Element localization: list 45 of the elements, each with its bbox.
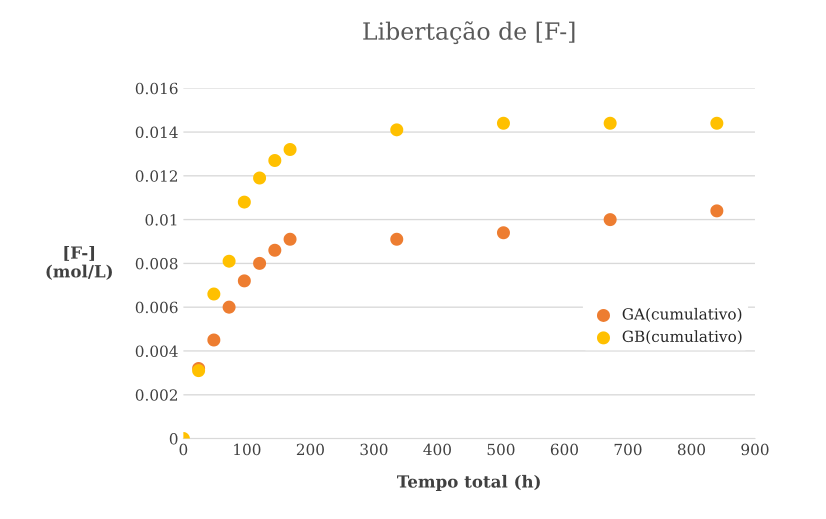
y-tick-label: 0.012: [136, 170, 178, 182]
x-tick-label: 300: [360, 444, 388, 456]
point: [284, 232, 297, 246]
point: [238, 274, 251, 288]
y-tick-label: 0.016: [136, 82, 178, 94]
x-axis-title: Tempo total (h): [397, 474, 540, 491]
x-tick-label: 600: [550, 444, 578, 456]
point: [253, 256, 266, 270]
point: [710, 116, 724, 130]
legend-label: GA(cumulativo): [622, 308, 742, 322]
point: [238, 196, 251, 209]
y-tick-label: 0.014: [136, 126, 178, 138]
point: [207, 334, 220, 347]
point: [253, 171, 266, 185]
y-axis-title: [F-] (mol/L): [46, 246, 112, 280]
point: [284, 143, 297, 156]
point: [496, 226, 510, 240]
point: [222, 254, 236, 268]
x-tick-label: 900: [741, 444, 769, 456]
point: [268, 244, 282, 257]
legend-label: GB(cumulativo): [622, 330, 742, 344]
y-tick-label: 0.002: [136, 389, 178, 401]
point: [268, 154, 282, 167]
point: [390, 123, 404, 136]
x-tick-label: 100: [234, 444, 260, 456]
point: [390, 232, 404, 246]
chart-title: Libertação de [F-]: [363, 21, 574, 44]
y-tick-label: 0.004: [136, 345, 178, 357]
x-tick-label: 400: [423, 444, 451, 456]
point: [604, 116, 617, 130]
y-tick-label: 0.006: [136, 302, 178, 314]
x-tick-label: 0: [180, 444, 188, 456]
point: [604, 213, 617, 226]
y-tick-label: 0.01: [146, 214, 176, 226]
y-tick-label: 0: [170, 433, 178, 445]
point: [222, 300, 236, 314]
point: [710, 204, 724, 218]
y-tick-label: 0.008: [136, 258, 178, 270]
x-tick-label: 800: [678, 444, 706, 456]
point: [496, 116, 510, 130]
point: [192, 364, 206, 378]
point: [207, 288, 220, 301]
x-tick-label: 700: [614, 444, 642, 456]
x-tick-label: 200: [296, 444, 324, 456]
x-tick-label: 500: [488, 444, 514, 456]
